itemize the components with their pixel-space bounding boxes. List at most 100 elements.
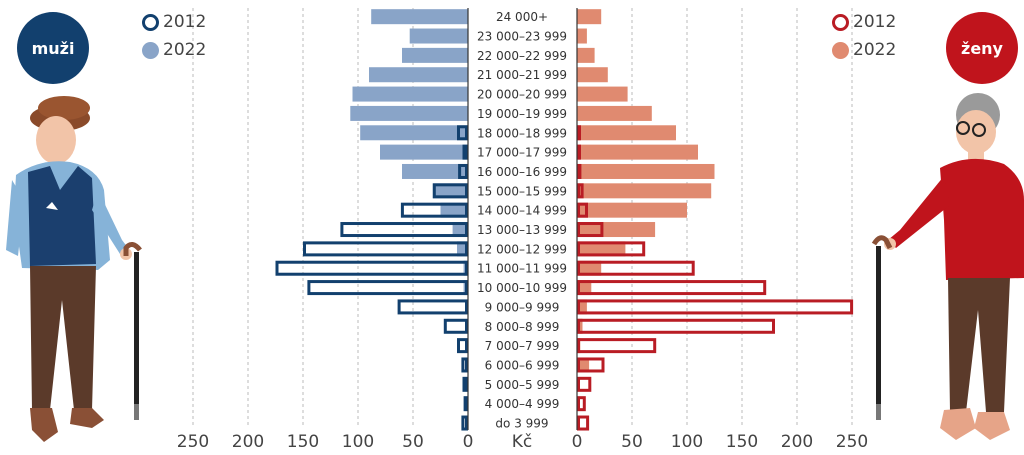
x-tick-label-men: 0: [463, 432, 474, 451]
category-label: 8 000–8 999: [485, 320, 560, 334]
bar-men-2022: [409, 28, 468, 44]
bar-women-2012: [577, 183, 584, 199]
bar-women-2012: [577, 280, 767, 296]
bar-women-2022: [577, 222, 656, 238]
bar-men-2022: [402, 163, 468, 179]
bar-men-2012: [457, 125, 468, 141]
x-tick-label-men: 100: [342, 432, 374, 451]
bar-women-2022: [577, 183, 712, 199]
legend-label: 2012: [163, 12, 207, 32]
bar-men-2012: [457, 338, 468, 354]
bar-women-2022: [577, 67, 608, 83]
bar-men-2022: [457, 241, 468, 257]
bar-women-2012: [577, 222, 604, 238]
x-tick-label-women: 250: [836, 432, 868, 451]
bar-men-2022: [452, 222, 468, 238]
x-tick-label-men: 250: [177, 432, 209, 451]
bar-women-2022: [577, 9, 602, 25]
bar-men-2022: [369, 67, 468, 83]
bar-men-2012: [340, 222, 468, 238]
bar-women-2022: [577, 241, 626, 257]
bar-women-2012: [577, 357, 605, 373]
bar-women-2022: [577, 105, 652, 121]
category-label: 6 000–6 999: [485, 358, 560, 372]
men-legend-2022: 2022: [142, 40, 206, 60]
bar-men-2012: [462, 376, 468, 392]
bar-women-2022: [577, 357, 590, 373]
category-label: 12 000–12 999: [477, 242, 567, 256]
x-tick-label-women: 50: [621, 432, 643, 451]
gridlines: [192, 8, 853, 428]
category-label: 17 000–17 999: [477, 146, 567, 160]
category-label: 20 000–20 999: [477, 88, 567, 102]
elderly-woman-illustration: [871, 93, 1024, 440]
bar-women-2012: [577, 415, 590, 431]
x-tick-labels: 250 250 200 200 150 150 100 100 50 50 0 0: [177, 432, 868, 452]
bar-women-2012: [577, 144, 581, 160]
bar-women-2012: [577, 125, 581, 141]
bar-men-2012: [303, 241, 468, 257]
category-label: 15 000–15 999: [477, 184, 567, 198]
category-label: 5 000–5 999: [485, 378, 560, 392]
category-label: 18 000–18 999: [477, 126, 567, 140]
legend-swatch-filled-icon: [142, 41, 159, 59]
bar-men-2012: [461, 415, 468, 431]
bar-women-2012: [577, 202, 588, 218]
bar-men-2012: [400, 202, 468, 218]
men-badge: muži: [17, 12, 89, 84]
bar-men-2022: [380, 144, 468, 160]
bar-men-2022: [352, 86, 468, 102]
category-label: 21 000–21 999: [477, 68, 567, 82]
bar-men-2012: [307, 280, 468, 296]
legend-label: 2022: [853, 40, 897, 60]
category-label: 24 000+: [496, 10, 548, 24]
unit-label: Kč: [512, 432, 533, 451]
bar-men-2022: [402, 47, 468, 63]
legend-swatch-outline-icon: [142, 13, 159, 31]
x-tick-label-men: 150: [287, 432, 319, 451]
x-tick-label-women: 200: [781, 432, 813, 451]
category-label: do 3 999: [495, 417, 548, 431]
category-label: 9 000–9 999: [485, 300, 560, 314]
bar-women-2012: [577, 318, 775, 334]
bar-women-2022: [577, 163, 715, 179]
women-legend-2012: 2012: [832, 12, 896, 32]
bar-women-2022: [577, 202, 687, 218]
bar-men-2022: [350, 105, 468, 121]
bar-women-2012: [577, 260, 695, 276]
women-legend-2022: 2022: [832, 40, 896, 60]
bar-women-2022: [577, 28, 587, 44]
bar-women-2022: [577, 280, 592, 296]
men-bars: [275, 9, 469, 431]
category-label: 16 000–16 999: [477, 165, 567, 179]
legend-label: 2012: [853, 12, 897, 32]
women-badge: ženy: [946, 12, 1018, 84]
bar-men-2012: [432, 183, 468, 199]
bar-women-2022: [577, 47, 595, 63]
bar-women-2012: [577, 396, 586, 412]
bar-men-2022: [440, 202, 468, 218]
category-label: 23 000–23 999: [477, 30, 567, 44]
bar-men-2012: [443, 318, 468, 334]
bar-men-2022: [360, 125, 468, 141]
bar-women-2012: [577, 163, 582, 179]
bar-men-2012: [462, 144, 468, 160]
women-bars: [577, 9, 854, 431]
category-label: 19 000–19 999: [477, 107, 567, 121]
category-labels: 24 000+ 23 000–23 999 22 000–22 999 21 000–…: [477, 10, 567, 430]
men-badge-label: muži: [31, 38, 75, 58]
bar-women-2022: [577, 125, 676, 141]
bar-men-2012: [458, 163, 469, 179]
x-tick-label-women: 150: [726, 432, 758, 451]
bar-women-2022: [577, 299, 587, 315]
bar-women-2012: [577, 338, 657, 354]
women-badge-label: ženy: [961, 38, 1003, 58]
bar-women-2012: [577, 299, 854, 315]
bar-women-2012: [577, 241, 646, 257]
legend-swatch-filled-icon: [832, 41, 849, 59]
elderly-man-illustration: [6, 96, 142, 442]
category-label: 22 000–22 999: [477, 49, 567, 63]
category-label: 13 000–13 999: [477, 223, 567, 237]
category-label: 4 000–4 999: [485, 397, 560, 411]
